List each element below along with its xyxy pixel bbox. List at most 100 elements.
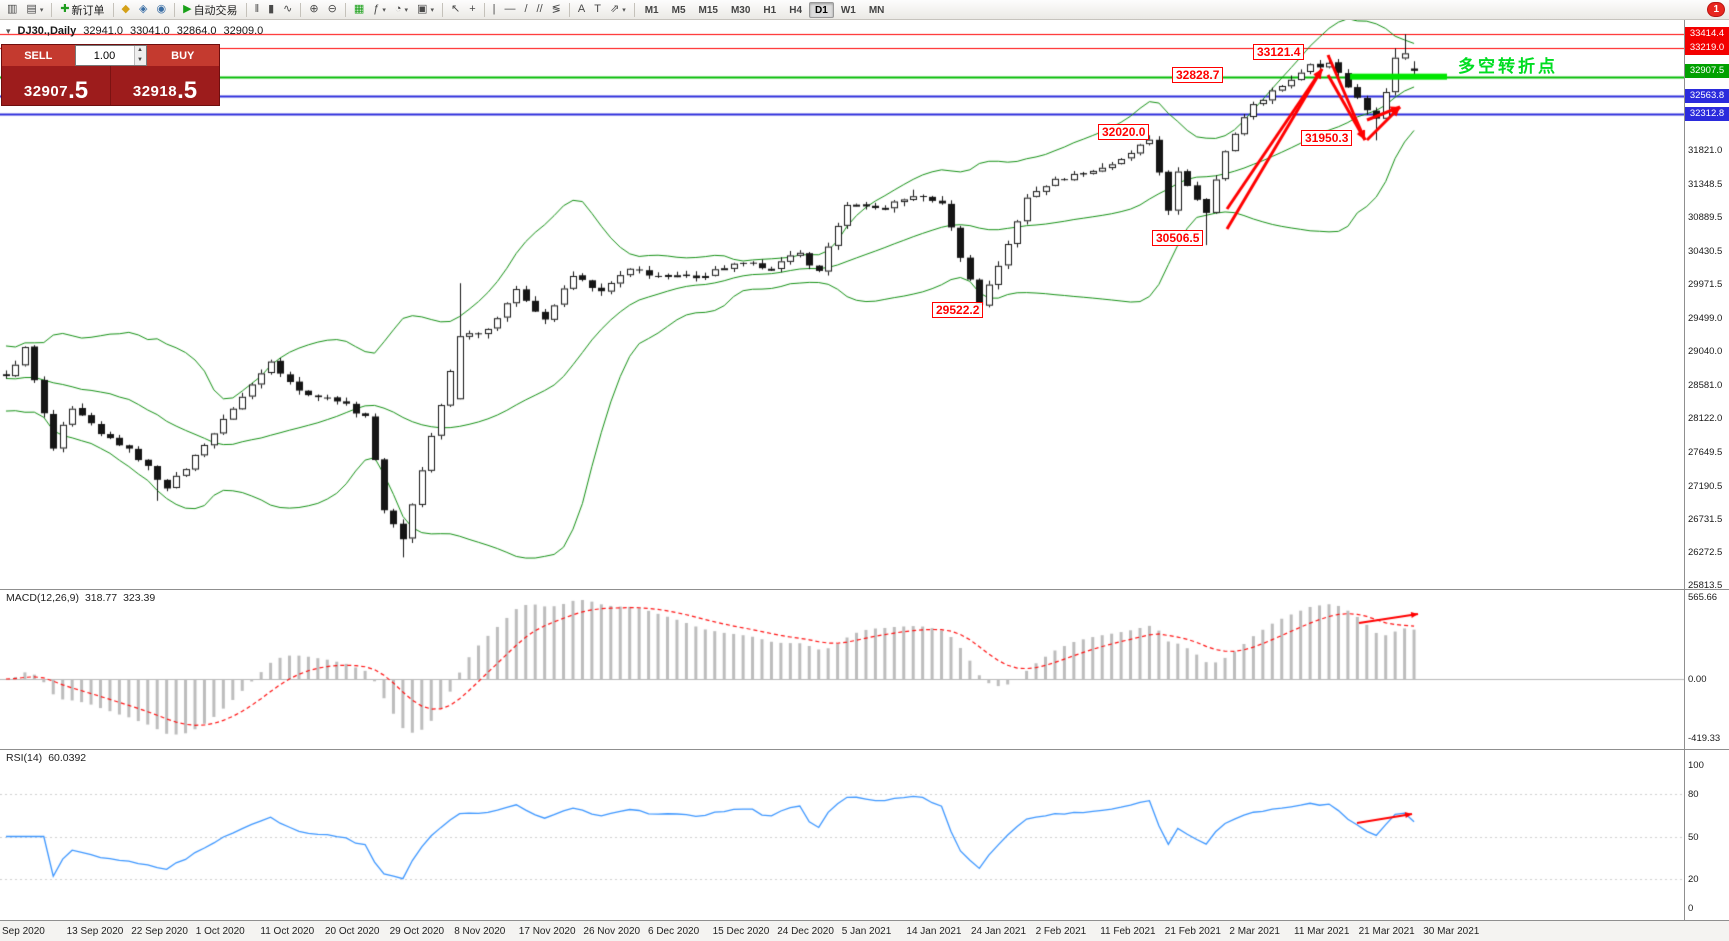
macd-chart-canvas[interactable]: [0, 590, 1684, 750]
new-order-icon: ✚: [60, 3, 70, 15]
chart-window-icon: ▥: [7, 3, 18, 15]
timeframe-m5[interactable]: M5: [671, 4, 686, 16]
one-click-collapse-icon[interactable]: ▾: [6, 25, 11, 36]
new-chart-button[interactable]: ▥: [3, 1, 21, 19]
zoom-out-button[interactable]: ⊖: [324, 1, 341, 19]
toolbar-separator: [174, 2, 176, 17]
data-window-button[interactable]: ◈: [135, 1, 151, 19]
trade-panel-prices: 32907.5 32918.5: [2, 66, 219, 105]
indicators-icon: ƒ: [373, 3, 380, 15]
trade-panel-header: SELL 1.00 ▲ ▼ BUY: [2, 45, 219, 66]
timeframe-w1[interactable]: W1: [840, 4, 856, 16]
time-axis-label: 11 Feb 2021: [1100, 926, 1156, 937]
horizontal-line-button[interactable]: —: [500, 1, 519, 19]
auto-trading-button[interactable]: ▶ 自动交易: [179, 1, 241, 19]
dropdown-caret-icon: ▾: [404, 6, 409, 14]
text-button[interactable]: A: [574, 1, 589, 19]
notification-badge[interactable]: 1: [1707, 2, 1725, 17]
chinese-annotation-label[interactable]: 多空转折点: [1458, 57, 1558, 76]
panel-separator[interactable]: [0, 589, 1729, 590]
periods-icon: ◔: [394, 3, 402, 15]
profiles-icon: ▤: [26, 3, 37, 15]
price-annotation[interactable]: 32020.0: [1098, 124, 1150, 140]
bar-chart-button[interactable]: ‖: [251, 1, 264, 19]
time-axis-label: 24 Jan 2021: [971, 926, 1027, 937]
buy-price[interactable]: 32918.5: [111, 66, 219, 105]
timeframe-h1[interactable]: H1: [763, 4, 777, 16]
price-annotation[interactable]: 33121.4: [1253, 44, 1305, 60]
fibonacci-button[interactable]: ≶: [548, 1, 565, 19]
cursor-button[interactable]: ↖: [447, 1, 464, 19]
sell-price[interactable]: 32907.5: [2, 66, 111, 105]
time-axis[interactable]: Sep 2020 13 Sep 2020 22 Sep 2020 1 Oct 2020…: [0, 920, 1729, 941]
timeframe-m30[interactable]: M30: [730, 4, 751, 16]
time-axis-label: 2 Mar 2021: [1229, 926, 1280, 937]
bar-chart-icon: ‖: [254, 3, 260, 15]
timeframe-m1[interactable]: M1: [644, 4, 659, 16]
buy-price-pips: .5: [177, 76, 198, 104]
line-chart-button[interactable]: ∿: [279, 1, 296, 19]
time-axis-label: 15 Dec 2020: [712, 926, 770, 937]
one-click-trading-panel: SELL 1.00 ▲ ▼ BUY 32907.5 32918.5: [1, 44, 220, 106]
timeframe-d1[interactable]: D1: [809, 1, 834, 18]
zoom-in-button[interactable]: ⊕: [305, 1, 322, 19]
volume-spinner: ▲ ▼: [133, 46, 146, 65]
price-axis-tick: 31348.5: [1688, 179, 1723, 190]
price-annotation[interactable]: 31950.3: [1301, 130, 1353, 146]
vertical-line-button[interactable]: |: [489, 1, 500, 19]
rsi-axis-tick: 100: [1688, 760, 1704, 771]
toolbar-buttons: ▥ ▤ ▾ ✚ 新订单 ◆ ◈ ◉ ▶ 自动交易 ‖ ▮ ∿ ⊕ ⊖ ▦ ƒ ▾ ◔ ▾ ▣ ▾ ↖ + | — ///≶ A T ⇗ ▾ M…: [3, 0, 890, 20]
price-chart-canvas[interactable]: [0, 20, 1684, 590]
candlestick-chart-button[interactable]: ▮: [264, 1, 278, 19]
market-watch-button[interactable]: ◆: [118, 1, 134, 19]
new-order-button[interactable]: ✚ 新订单: [56, 1, 108, 19]
time-axis-label: 20 Oct 2020: [325, 926, 380, 937]
crosshair-button[interactable]: +: [465, 1, 479, 19]
templates-button[interactable]: ▣ ▾: [413, 1, 438, 19]
buy-button[interactable]: BUY: [146, 45, 219, 66]
high-value: 33041.0: [130, 25, 170, 37]
indicators-button[interactable]: ƒ ▾: [369, 1, 390, 19]
tile-windows-button[interactable]: ▦: [350, 1, 368, 19]
trendline-button[interactable]: /: [520, 1, 531, 19]
price-axis-tick: 28581.0: [1688, 379, 1723, 391]
macd-axis-tick: -419.33: [1688, 733, 1721, 744]
macd-main-value: 318.77: [84, 592, 118, 604]
periods-button[interactable]: ◔ ▾: [391, 1, 412, 19]
price-annotation[interactable]: 29522.2: [932, 302, 984, 318]
arrows-button[interactable]: ⇗ ▾: [606, 1, 630, 19]
rsi-chart-canvas[interactable]: [0, 750, 1684, 920]
price-axis-tick: 30430.5: [1688, 245, 1723, 257]
price-axis-level-box: 32312.8: [1685, 107, 1729, 122]
price-annotation[interactable]: 30506.5: [1152, 230, 1204, 246]
panel-separator[interactable]: [0, 749, 1729, 750]
toolbar-separator: [483, 2, 485, 17]
text-label-button[interactable]: T: [590, 1, 605, 19]
navigator-button[interactable]: ◉: [152, 1, 170, 19]
volume-up-button[interactable]: ▲: [134, 46, 146, 56]
time-axis-label: 13 Sep 2020: [66, 926, 124, 937]
symbol-ohlc-info: ▾ DJ30.,Daily 32941.0 33041.0 32864.0 32…: [6, 25, 263, 37]
volume-down-button[interactable]: ▼: [134, 55, 146, 65]
channel-button[interactable]: //: [533, 1, 547, 19]
macd-axis-tick: 0.00: [1688, 674, 1707, 685]
candlestick-chart-icon: ▮: [268, 3, 275, 15]
price-axis-tick: 27649.5: [1688, 447, 1723, 459]
price-axis-tick: 29971.5: [1688, 278, 1723, 290]
line-chart-icon: ∿: [283, 3, 293, 15]
fibonacci-icon: ≶: [551, 3, 561, 15]
rsi-axis-tick: 80: [1688, 788, 1699, 800]
chart-profiles-button[interactable]: ▤ ▾: [22, 1, 47, 19]
dropdown-caret-icon: ▾: [622, 6, 626, 14]
market-watch-icon: ◆: [121, 3, 131, 15]
sell-button[interactable]: SELL: [2, 45, 75, 66]
timeframe-m15[interactable]: M15: [698, 4, 718, 16]
dropdown-caret-icon: ▾: [382, 6, 386, 14]
volume-input[interactable]: 1.00: [93, 49, 116, 62]
timeframe-h4[interactable]: H4: [789, 4, 803, 16]
timeframe-mn[interactable]: MN: [868, 4, 885, 16]
sell-price-pips: .5: [68, 76, 89, 104]
price-annotation[interactable]: 32828.7: [1172, 67, 1224, 83]
price-axis-tick: 29040.0: [1688, 346, 1723, 358]
